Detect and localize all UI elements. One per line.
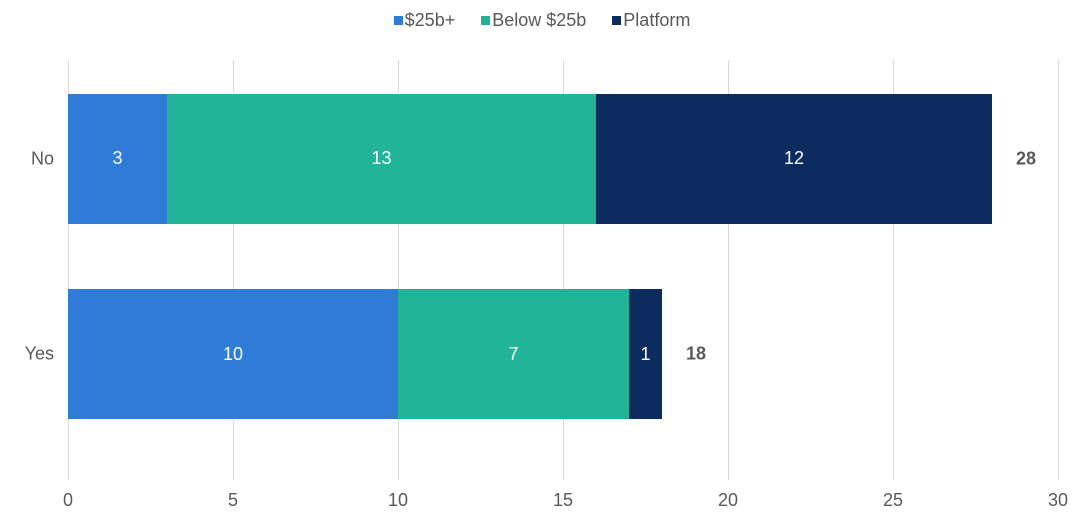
- y-tick-label: Yes: [25, 344, 68, 365]
- legend-marker: [394, 16, 403, 25]
- legend-label: Below $25b: [492, 10, 586, 31]
- legend-label: Platform: [623, 10, 690, 31]
- bar-segment-value: 7: [508, 344, 518, 365]
- legend-item-s1: $25b+: [394, 10, 456, 31]
- bar-segment-value: 1: [640, 344, 650, 365]
- legend-item-s3: Platform: [612, 10, 690, 31]
- legend-marker: [481, 16, 490, 25]
- legend-marker: [612, 16, 621, 25]
- legend-label: $25b+: [405, 10, 456, 31]
- gridline: [1058, 60, 1059, 480]
- legend: $25b+ Below $25b Platform: [0, 10, 1084, 31]
- bar-segment-value: 13: [371, 148, 391, 169]
- legend-item-s2: Below $25b: [481, 10, 586, 31]
- bar-segment-value: 10: [223, 344, 243, 365]
- bar-segment-no-s3: 12: [596, 94, 992, 224]
- bar-segment-no-s1: 3: [68, 94, 167, 224]
- bar-segment-value: 12: [784, 148, 804, 169]
- bar-segment-yes-s1: 10: [68, 289, 398, 419]
- bar-total-label: 28: [1016, 148, 1036, 169]
- bar-segment-value: 3: [112, 148, 122, 169]
- x-tick-label: 0: [63, 480, 73, 511]
- stacked-bar-chart: $25b+ Below $25b Platform 0 5 10 15 20 25 30 No 3 1…: [0, 0, 1084, 531]
- bar-total-label: 18: [686, 344, 706, 365]
- bar-row-no: 3 13 12: [68, 94, 992, 224]
- bar-row-yes: 10 7 1: [68, 289, 662, 419]
- x-tick-label: 20: [718, 480, 738, 511]
- bar-segment-no-s2: 13: [167, 94, 596, 224]
- x-tick-label: 10: [388, 480, 408, 511]
- x-tick-label: 15: [553, 480, 573, 511]
- x-tick-label: 5: [228, 480, 238, 511]
- bar-segment-yes-s2: 7: [398, 289, 629, 419]
- y-tick-label: No: [31, 148, 68, 169]
- plot-area: 051015202530No3131228Yes107118: [68, 60, 1058, 480]
- x-tick-label: 25: [883, 480, 903, 511]
- x-tick-label: 30: [1048, 480, 1068, 511]
- bar-segment-yes-s3: 1: [629, 289, 662, 419]
